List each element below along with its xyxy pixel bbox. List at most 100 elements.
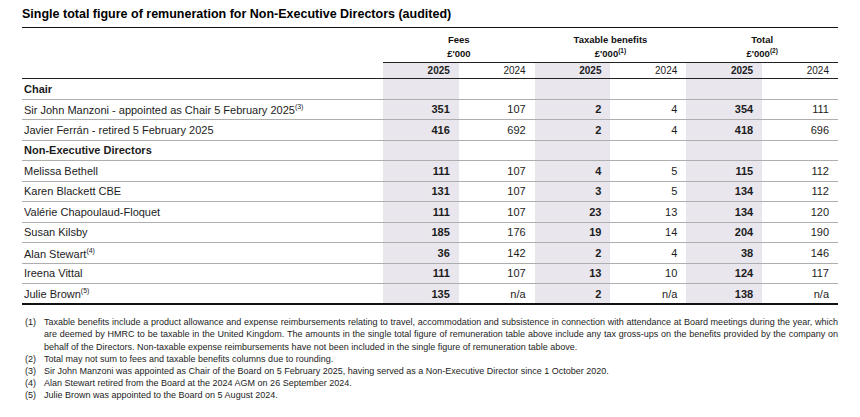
year-header-row: 2025 2024 2025 2024 2025 2024	[22, 63, 838, 79]
footnote-ref: (4)	[86, 247, 95, 254]
section-row: Chair	[22, 79, 838, 100]
footnote-text: Julie Brown was appointed to the Board o…	[44, 389, 838, 401]
header-spacer	[22, 33, 383, 63]
report-page: Single total figure of remuneration for …	[0, 0, 860, 402]
footnote-number: (3)	[22, 365, 44, 377]
value-cell: n/a	[459, 284, 535, 305]
value-cell: 107	[459, 99, 535, 120]
director-name: Javier Ferrán - retired 5 February 2025	[22, 120, 383, 141]
value-cell: 2	[535, 120, 611, 141]
value-cell: 38	[686, 243, 762, 264]
value-cell: 112	[762, 161, 838, 182]
empty-cell	[686, 79, 762, 100]
value-cell: 134	[686, 202, 762, 223]
footnote-number: (2)	[22, 353, 44, 365]
value-cell: 416	[383, 120, 459, 141]
value-cell: 107	[459, 263, 535, 284]
footnote-ref: (2)	[770, 47, 778, 54]
table-row: Sir John Manzoni - appointed as Chair 5 …	[22, 99, 838, 120]
table-row: Susan Kilsby1851761914204190	[22, 222, 838, 243]
value-cell: 204	[686, 222, 762, 243]
table-row: Melissa Bethell11110745115112	[22, 161, 838, 182]
title-rule	[22, 27, 838, 28]
value-cell: 111	[383, 161, 459, 182]
value-cell: 696	[762, 120, 838, 141]
value-cell: 111	[762, 99, 838, 120]
value-cell: 14	[610, 222, 686, 243]
header-spacer	[22, 63, 383, 79]
empty-cell	[686, 140, 762, 161]
table-row: Valérie Chapoulaud-Floquet11110723131341…	[22, 202, 838, 223]
value-cell: 13	[535, 263, 611, 284]
column-group-total: Total £'000(2)	[686, 33, 838, 63]
column-group-taxable-benefits: Taxable benefits £'000(1)	[535, 33, 687, 63]
director-name: Melissa Bethell	[22, 161, 383, 182]
value-cell: 354	[686, 99, 762, 120]
value-cell: 13	[610, 202, 686, 223]
value-cell: 23	[535, 202, 611, 223]
column-group-unit: £'000	[383, 46, 535, 60]
footnote-number: (5)	[22, 389, 44, 401]
director-name: Karen Blackett CBE	[22, 181, 383, 202]
value-cell: 112	[762, 181, 838, 202]
empty-cell	[535, 79, 611, 100]
director-name: Susan Kilsby	[22, 222, 383, 243]
table-row: Karen Blackett CBE13110735134112	[22, 181, 838, 202]
table-row: Alan Stewart(4)361422438146	[22, 243, 838, 264]
footnote-number: (4)	[22, 377, 44, 389]
director-name: Alan Stewart(4)	[22, 243, 383, 264]
footnote-item: (4)Alan Stewart retired from the Board a…	[22, 377, 838, 389]
footnote-text: Total may not sum to fees and taxable be…	[44, 353, 838, 365]
empty-cell	[459, 79, 535, 100]
value-cell: 19	[535, 222, 611, 243]
year-header: 2025	[686, 63, 762, 79]
value-cell: 135	[383, 284, 459, 305]
value-cell: 107	[459, 181, 535, 202]
footnote-ref: (3)	[295, 103, 304, 110]
director-name: Ireena Vittal	[22, 263, 383, 284]
footnote-ref: (1)	[618, 47, 626, 54]
director-name: Julie Brown(5)	[22, 284, 383, 305]
empty-cell	[762, 79, 838, 100]
footnotes: (1)Taxable benefits include a product al…	[22, 316, 838, 401]
value-cell: 120	[762, 202, 838, 223]
value-cell: 176	[459, 222, 535, 243]
footnote-ref: (5)	[81, 287, 90, 294]
column-group-unit: £'000(2)	[686, 46, 838, 60]
page-title: Single total figure of remuneration for …	[22, 7, 838, 22]
value-cell: 5	[610, 161, 686, 182]
column-group-header-row: Fees £'000 Taxable benefits £'000(1) Tot…	[22, 33, 838, 63]
empty-cell	[610, 140, 686, 161]
table-row: Ireena Vittal1111071310124117	[22, 263, 838, 284]
section-label: Chair	[22, 79, 383, 100]
value-cell: 111	[383, 202, 459, 223]
table-body: ChairSir John Manzoni - appointed as Cha…	[22, 79, 838, 305]
column-group-label: Taxable benefits	[535, 35, 687, 46]
year-header: 2024	[762, 63, 838, 79]
empty-cell	[459, 140, 535, 161]
section-row: Non-Executive Directors	[22, 140, 838, 161]
value-cell: 351	[383, 99, 459, 120]
year-header: 2024	[610, 63, 686, 79]
director-name: Sir John Manzoni - appointed as Chair 5 …	[22, 99, 383, 120]
value-cell: 107	[459, 161, 535, 182]
section-label: Non-Executive Directors	[22, 140, 383, 161]
value-cell: 107	[459, 202, 535, 223]
value-cell: 185	[383, 222, 459, 243]
footnote-number: (1)	[22, 316, 44, 353]
column-group-unit: £'000(1)	[535, 46, 687, 60]
column-group-label: Fees	[383, 35, 535, 46]
director-name: Valérie Chapoulaud-Floquet	[22, 202, 383, 223]
value-cell: 4	[610, 243, 686, 264]
value-cell: 36	[383, 243, 459, 264]
empty-cell	[610, 79, 686, 100]
footnote-item: (2)Total may not sum to fees and taxable…	[22, 353, 838, 365]
table-row: Javier Ferrán - retired 5 February 20254…	[22, 120, 838, 141]
year-header: 2025	[535, 63, 611, 79]
value-cell: 10	[610, 263, 686, 284]
value-cell: 134	[686, 181, 762, 202]
value-cell: 131	[383, 181, 459, 202]
value-cell: 2	[535, 284, 611, 305]
value-cell: n/a	[762, 284, 838, 305]
value-cell: 190	[762, 222, 838, 243]
